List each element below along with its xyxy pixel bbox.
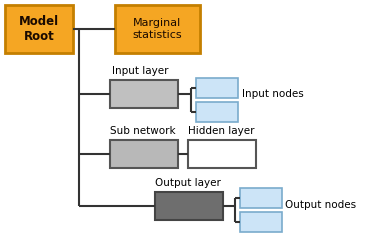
Text: Hidden layer: Hidden layer (188, 126, 254, 136)
Bar (110, 80, 178, 108)
Text: Output layer: Output layer (155, 178, 221, 188)
Bar (240, 188, 282, 208)
Bar (110, 140, 178, 168)
Bar (155, 192, 223, 220)
Text: Output nodes: Output nodes (285, 200, 356, 210)
Text: Input layer: Input layer (112, 66, 169, 76)
Bar (240, 212, 282, 232)
Text: Input nodes: Input nodes (242, 89, 304, 99)
Bar (5, 5, 73, 53)
Bar (196, 102, 238, 122)
Bar (115, 5, 200, 53)
Bar (188, 140, 256, 168)
Text: Marginal
statistics: Marginal statistics (133, 18, 182, 40)
Text: Sub network: Sub network (110, 126, 176, 136)
Bar (196, 78, 238, 98)
Text: Model
Root: Model Root (19, 15, 59, 43)
